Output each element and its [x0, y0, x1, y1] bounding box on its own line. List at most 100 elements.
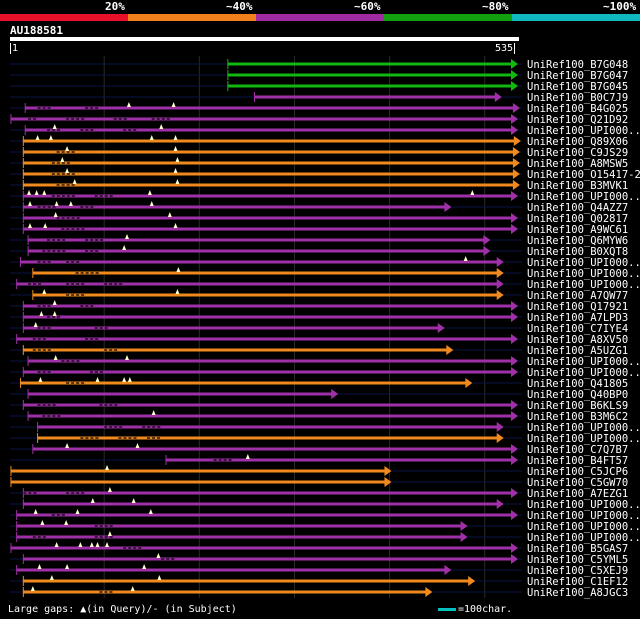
query-gap-marker — [72, 179, 77, 184]
hit-arrow — [512, 169, 520, 179]
query-gap-marker — [78, 542, 83, 547]
query-gap-marker — [107, 531, 112, 536]
hit-label: UniRef100_A8MSW5 — [527, 158, 628, 170]
hit-arrow — [511, 224, 518, 234]
hit-arrow — [511, 444, 518, 454]
hit-label: UniRef100_C9JS29 — [527, 147, 628, 159]
query-gap-marker — [49, 575, 54, 580]
hit-arrow — [512, 103, 520, 113]
hit-label: UniRef100_B7G045 — [527, 81, 628, 93]
query-gap-marker — [54, 542, 59, 547]
query-gap-marker — [54, 201, 59, 206]
hit-label: UniRef100_B4FT57 — [527, 455, 628, 467]
hit-arrow — [511, 488, 518, 498]
query-gap-marker — [40, 520, 45, 525]
hit-label: UniRef100_UPI000.. — [527, 125, 640, 137]
legend-bar-5 — [512, 14, 640, 21]
hit-label: UniRef100_B0XQT8 — [527, 246, 628, 258]
hit-arrow — [483, 246, 491, 256]
query-gap-marker — [149, 135, 154, 140]
legend-label-4: ~80% — [482, 0, 509, 13]
hit-label: UniRef100_UPI000.. — [527, 257, 640, 269]
axis-start-label: 1 — [10, 43, 19, 54]
query-gap-marker — [65, 146, 70, 151]
hit-label: UniRef100_C5XEJ9 — [527, 565, 628, 577]
query-gap-marker — [122, 245, 127, 250]
query-gap-marker — [105, 542, 110, 547]
hit-arrow — [496, 257, 504, 267]
query-gap-marker — [90, 498, 95, 503]
query-gap-marker — [34, 190, 39, 195]
hit-label: UniRef100_UPI000.. — [527, 499, 640, 511]
hit-label: UniRef100_C5JCP6 — [527, 466, 628, 478]
hit-label: UniRef100_UPI000.. — [527, 532, 640, 544]
hit-label: UniRef100_UPI000.. — [527, 422, 640, 434]
query-id: AU188581 — [10, 24, 63, 37]
legend-bar-4 — [384, 14, 512, 21]
hit-arrow — [511, 411, 518, 421]
hit-arrow — [511, 400, 518, 410]
query-gap-marker — [33, 509, 38, 514]
hit-label: UniRef100_A5UZG1 — [527, 345, 628, 357]
query-gap-marker — [175, 179, 180, 184]
query-gap-marker — [27, 190, 32, 195]
query-gap-marker — [52, 300, 57, 305]
query-gap-marker — [64, 520, 69, 525]
query-gap-marker — [470, 190, 475, 195]
hit-arrow — [444, 565, 452, 575]
legend-label-3: ~60% — [354, 0, 381, 13]
hit-label: UniRef100_C5YML5 — [527, 554, 628, 566]
query-gap-marker — [39, 311, 44, 316]
hit-label: UniRef100_Q41805 — [527, 378, 628, 390]
query-gap-marker — [52, 124, 57, 129]
query-gap-marker — [122, 377, 127, 382]
query-gap-marker — [33, 322, 38, 327]
hit-label: UniRef100_B7G047 — [527, 70, 628, 82]
query-gap-marker — [142, 564, 147, 569]
hit-label: UniRef100_O15417-2 — [527, 169, 640, 181]
hit-label: UniRef100_Q17921 — [527, 301, 628, 313]
scale-bar — [438, 607, 456, 611]
legend-bar-2 — [128, 14, 256, 21]
legend-bar-1 — [0, 14, 128, 21]
hit-arrow — [384, 466, 392, 476]
query-gap-marker — [95, 377, 100, 382]
hit-label: UniRef100_UPI000.. — [527, 356, 640, 368]
legend-label-1: 20% — [105, 0, 125, 13]
hit-arrow — [494, 92, 502, 102]
hit-label: UniRef100_Q21D92 — [527, 114, 628, 126]
query-gap-marker — [68, 201, 73, 206]
hit-label: UniRef100_C7Q7B7 — [527, 444, 628, 456]
query-ruler — [10, 37, 519, 41]
query-gap-marker — [53, 355, 58, 360]
hit-arrow — [496, 290, 504, 300]
hit-arrow — [384, 477, 392, 487]
legend-label-5: ~100% — [603, 0, 637, 13]
hit-label: UniRef100_UPI000.. — [527, 191, 640, 203]
hit-label: UniRef100_B4G025 — [527, 103, 628, 115]
query-gap-marker — [156, 553, 161, 558]
hit-arrow — [511, 70, 518, 80]
hit-label: UniRef100_Q02817 — [527, 213, 628, 225]
hit-label: UniRef100_B5GAS7 — [527, 543, 628, 555]
hit-arrow — [483, 235, 491, 245]
hit-arrow — [511, 510, 518, 520]
hit-arrow — [437, 323, 445, 333]
query-gap-marker — [65, 564, 70, 569]
query-gap-marker — [176, 267, 181, 272]
axis-end-label: 535 — [495, 43, 516, 54]
query-gap-marker — [107, 487, 112, 492]
hit-arrow — [465, 378, 473, 388]
query-gap-marker — [52, 311, 57, 316]
query-gap-marker — [151, 410, 156, 415]
hit-label: UniRef100_C5GW70 — [527, 477, 628, 489]
query-gap-marker — [65, 168, 70, 173]
query-gap-marker — [105, 465, 110, 470]
query-gap-marker — [35, 135, 40, 140]
query-gap-marker — [126, 102, 131, 107]
hit-arrow — [511, 543, 518, 553]
gaps-legend: Large gaps: ▲(in Query)/- (in Subject) — [8, 604, 237, 615]
query-gap-marker — [148, 509, 153, 514]
hit-label: UniRef100_Q40BP0 — [527, 389, 628, 401]
query-gap-marker — [48, 135, 53, 140]
